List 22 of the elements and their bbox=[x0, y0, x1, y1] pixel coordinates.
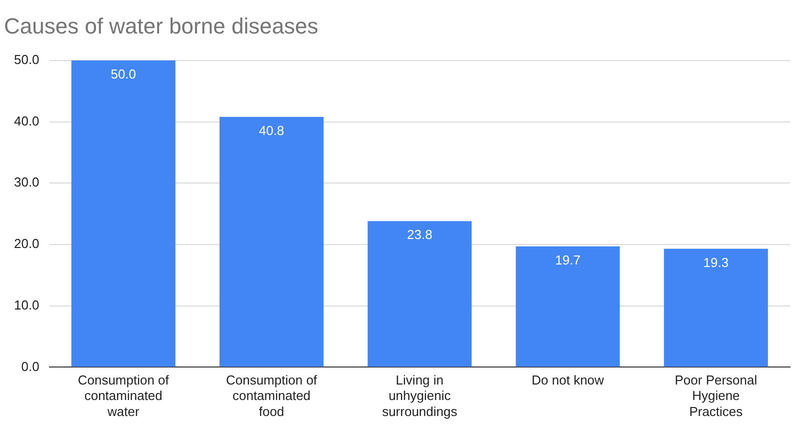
y-tick-label: 30.0 bbox=[14, 174, 40, 190]
data-label: 50.0 bbox=[110, 66, 136, 82]
data-label: 19.3 bbox=[703, 254, 729, 270]
x-tick-label: Consumption of contaminated food bbox=[226, 372, 318, 419]
y-tick-label: 20.0 bbox=[14, 236, 40, 252]
y-tick-label: 0.0 bbox=[21, 358, 40, 374]
data-label: 23.8 bbox=[406, 227, 432, 242]
bar bbox=[220, 116, 324, 367]
data-label: 40.8 bbox=[258, 122, 284, 138]
y-tick-label: 50.0 bbox=[14, 52, 40, 67]
x-tick-label: Do not know bbox=[532, 372, 605, 388]
bar bbox=[516, 246, 620, 367]
data-label: 19.7 bbox=[555, 252, 580, 268]
y-tick-label: 40.0 bbox=[14, 113, 40, 128]
x-tick-label: Living in unhygienic surroundings bbox=[382, 372, 458, 419]
bar bbox=[71, 60, 176, 367]
x-tick-label: Poor Personal Hygiene Practices bbox=[674, 372, 758, 419]
chart-title: Causes of water borne diseases bbox=[4, 13, 318, 38]
bar bbox=[664, 248, 768, 367]
y-tick-label: 10.0 bbox=[14, 297, 40, 312]
x-tick-label: Consumption of contaminated water bbox=[78, 372, 170, 419]
bar bbox=[368, 221, 472, 367]
